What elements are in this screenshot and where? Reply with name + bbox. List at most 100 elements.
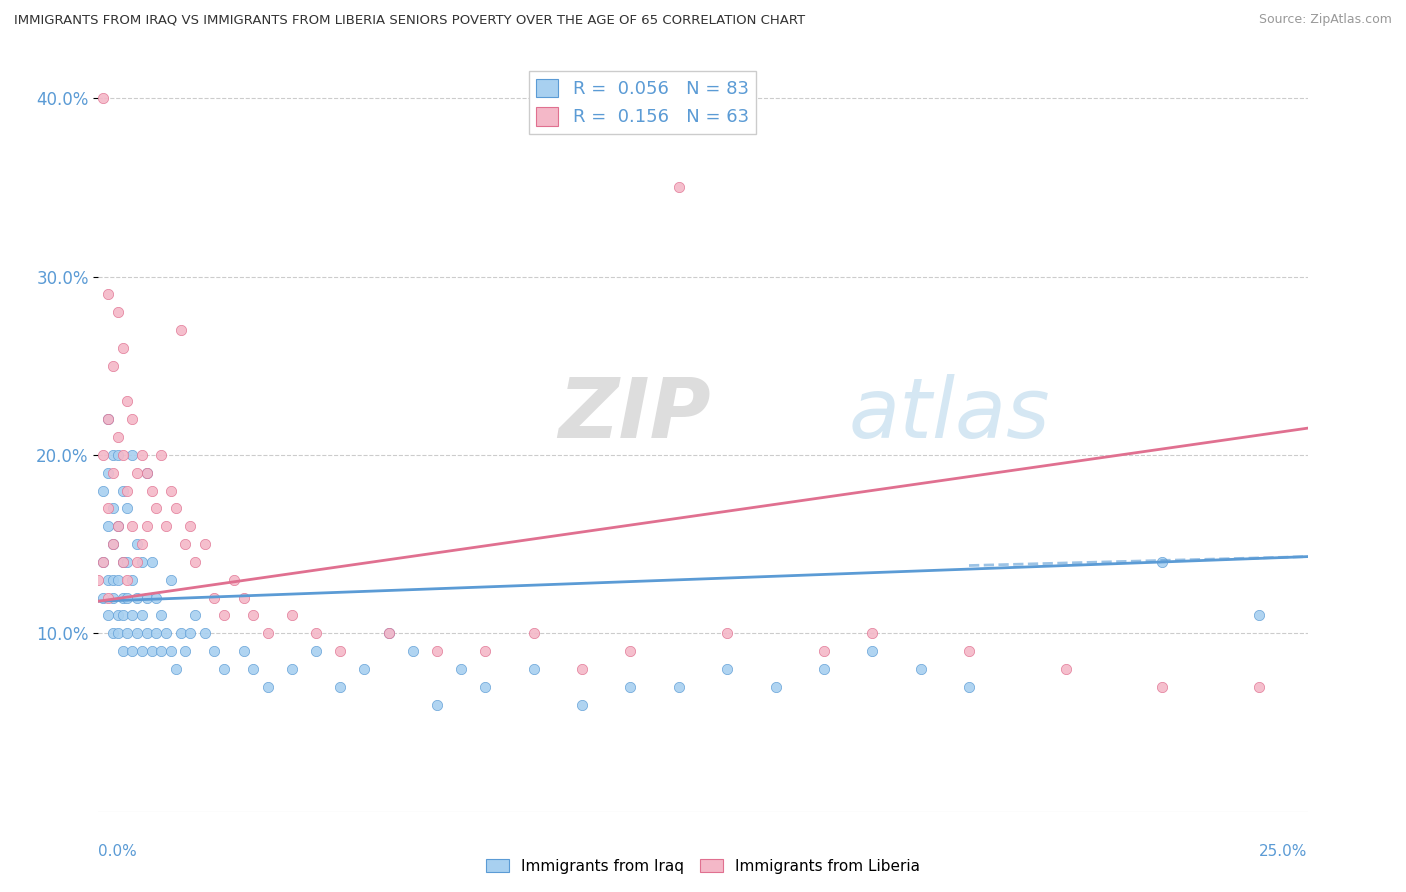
Point xyxy=(91,555,114,569)
Point xyxy=(1054,662,1077,676)
Point xyxy=(571,698,593,712)
Point xyxy=(101,448,124,462)
Point xyxy=(127,537,149,551)
Point xyxy=(91,483,114,498)
Point xyxy=(169,323,191,337)
Point xyxy=(117,394,139,409)
Point xyxy=(131,608,153,623)
Point xyxy=(91,448,114,462)
Point xyxy=(523,626,546,640)
Point xyxy=(107,519,129,533)
Point xyxy=(160,644,183,658)
Point xyxy=(957,644,980,658)
Point xyxy=(111,341,134,355)
Point xyxy=(860,644,883,658)
Point xyxy=(150,608,173,623)
Text: 0.0%: 0.0% xyxy=(98,845,138,859)
Point xyxy=(668,680,690,694)
Point xyxy=(619,644,641,658)
Point xyxy=(426,644,449,658)
Point xyxy=(131,644,153,658)
Point xyxy=(117,573,139,587)
Point xyxy=(127,591,149,605)
Point xyxy=(145,501,167,516)
Point xyxy=(174,644,197,658)
Point xyxy=(619,680,641,694)
Point xyxy=(127,466,149,480)
Point xyxy=(184,608,207,623)
Point xyxy=(474,644,496,658)
Point xyxy=(111,483,134,498)
Point xyxy=(1249,680,1271,694)
Point xyxy=(716,626,738,640)
Point xyxy=(97,608,120,623)
Point xyxy=(150,448,173,462)
Legend: Immigrants from Iraq, Immigrants from Liberia: Immigrants from Iraq, Immigrants from Li… xyxy=(479,853,927,880)
Point xyxy=(165,662,187,676)
Point xyxy=(101,573,124,587)
Point xyxy=(121,644,143,658)
Point xyxy=(97,412,120,426)
Point xyxy=(107,608,129,623)
Point xyxy=(204,591,226,605)
Point xyxy=(97,412,120,426)
Point xyxy=(141,483,163,498)
Point xyxy=(135,466,157,480)
Point xyxy=(111,555,134,569)
Point xyxy=(910,662,932,676)
Point xyxy=(141,644,163,658)
Point xyxy=(131,537,153,551)
Point xyxy=(121,608,143,623)
Point xyxy=(117,555,139,569)
Point xyxy=(131,448,153,462)
Point xyxy=(117,626,139,640)
Point xyxy=(242,608,264,623)
Point xyxy=(204,644,226,658)
Point xyxy=(111,591,134,605)
Point xyxy=(135,519,157,533)
Point xyxy=(1152,680,1174,694)
Point xyxy=(101,537,124,551)
Point xyxy=(97,573,120,587)
Point xyxy=(474,680,496,694)
Text: 25.0%: 25.0% xyxy=(1260,845,1308,859)
Point xyxy=(813,662,835,676)
Point xyxy=(131,555,153,569)
Text: atlas: atlas xyxy=(848,374,1050,455)
Point xyxy=(860,626,883,640)
Point xyxy=(1249,608,1271,623)
Point xyxy=(107,430,129,444)
Point xyxy=(91,555,114,569)
Point xyxy=(121,412,143,426)
Point xyxy=(111,448,134,462)
Point xyxy=(281,608,304,623)
Point xyxy=(117,483,139,498)
Point xyxy=(160,573,183,587)
Point xyxy=(121,519,143,533)
Point xyxy=(141,555,163,569)
Point xyxy=(222,573,245,587)
Text: ZIP: ZIP xyxy=(558,374,710,455)
Point xyxy=(107,626,129,640)
Point xyxy=(212,662,235,676)
Point xyxy=(135,466,157,480)
Point xyxy=(212,608,235,623)
Point xyxy=(117,591,139,605)
Point xyxy=(107,573,129,587)
Point xyxy=(155,519,177,533)
Point xyxy=(101,537,124,551)
Point xyxy=(97,287,120,301)
Point xyxy=(765,680,787,694)
Point xyxy=(145,591,167,605)
Point xyxy=(117,501,139,516)
Point xyxy=(155,626,177,640)
Point xyxy=(426,698,449,712)
Point xyxy=(353,662,375,676)
Text: Source: ZipAtlas.com: Source: ZipAtlas.com xyxy=(1258,13,1392,27)
Point xyxy=(97,466,120,480)
Point xyxy=(1152,555,1174,569)
Point xyxy=(169,626,191,640)
Point xyxy=(111,608,134,623)
Point xyxy=(127,626,149,640)
Point xyxy=(121,448,143,462)
